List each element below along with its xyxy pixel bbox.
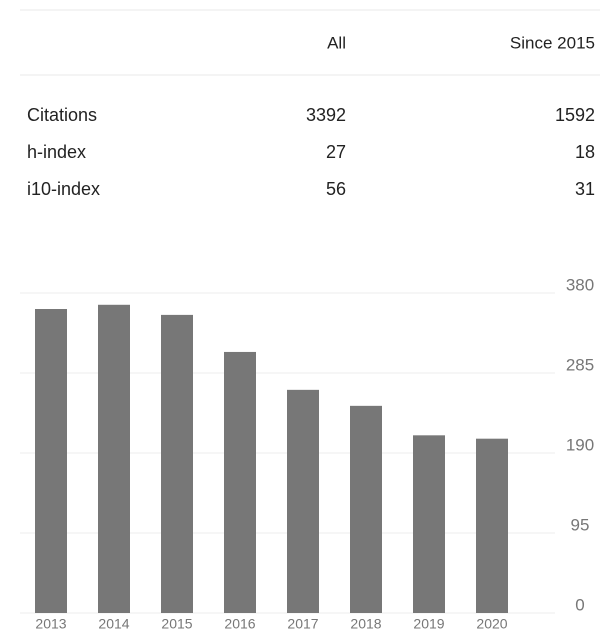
- y-tick-label: 0: [575, 595, 584, 614]
- y-tick-label: 95: [571, 515, 590, 534]
- row-value: 31: [575, 179, 595, 199]
- column-header: Since 2015: [510, 33, 595, 52]
- row-value: 18: [575, 142, 595, 162]
- x-tick-label: 2016: [224, 616, 255, 632]
- x-tick-label: 2018: [350, 616, 381, 632]
- x-tick-label: 2014: [98, 616, 129, 632]
- bar: [287, 389, 319, 613]
- bar: [161, 314, 193, 613]
- y-tick-label: 380: [566, 275, 594, 294]
- bar: [35, 309, 67, 613]
- y-tick-label: 190: [566, 435, 594, 454]
- bar: [350, 405, 382, 613]
- bar: [476, 438, 508, 613]
- row-label: i10-index: [27, 179, 100, 199]
- bar: [98, 304, 130, 613]
- row-value: 56: [326, 179, 346, 199]
- x-tick-label: 2013: [35, 616, 66, 632]
- row-value: 1592: [555, 105, 595, 125]
- row-label: Citations: [27, 105, 97, 125]
- bar: [224, 351, 256, 613]
- x-tick-label: 2020: [476, 616, 507, 632]
- row-label: h-index: [27, 142, 86, 162]
- column-header: All: [327, 33, 346, 52]
- row-value: 3392: [306, 105, 346, 125]
- y-tick-label: 285: [566, 355, 594, 374]
- x-tick-label: 2019: [413, 616, 444, 632]
- x-tick-label: 2017: [287, 616, 318, 632]
- row-value: 27: [326, 142, 346, 162]
- bar: [413, 435, 445, 613]
- x-tick-label: 2015: [161, 616, 192, 632]
